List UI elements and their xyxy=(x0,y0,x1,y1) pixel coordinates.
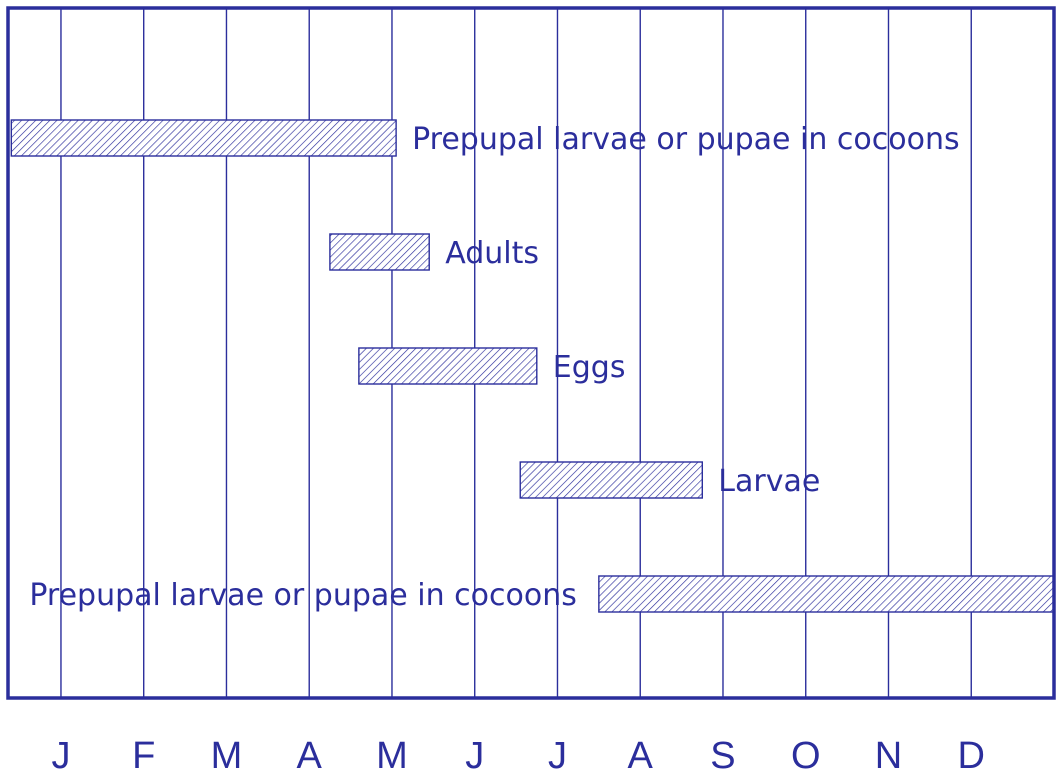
month-label-12: D xyxy=(958,735,985,777)
stage-bar-4 xyxy=(519,461,703,499)
month-label-8: A xyxy=(628,735,654,777)
stage-labels: Prepupal larvae or pupae in cocoons Adult… xyxy=(29,122,959,613)
month-label-1: J xyxy=(51,735,70,777)
month-label-2: F xyxy=(132,735,155,777)
month-label-7: J xyxy=(548,735,567,777)
stage-label-3: Eggs xyxy=(553,350,626,385)
month-label-10: O xyxy=(791,735,821,777)
month-label-11: N xyxy=(875,735,902,777)
stage-label-4: Larvae xyxy=(718,464,820,499)
stage-bar-2 xyxy=(329,233,430,271)
month-label-9: S xyxy=(710,735,735,777)
stage-label-5: Prepupal larvae or pupae in cocoons xyxy=(29,578,577,613)
stage-bar-3 xyxy=(358,347,538,385)
stage-label-2: Adults xyxy=(445,236,539,271)
month-label-5: M xyxy=(376,735,408,777)
stage-bars xyxy=(10,119,1055,613)
month-label-6: J xyxy=(465,735,484,777)
stage-bar-5 xyxy=(598,575,1055,613)
plot-frame xyxy=(6,6,1056,700)
month-label-3: M xyxy=(211,735,243,777)
month-label-4: A xyxy=(297,735,323,777)
stage-bar-1 xyxy=(10,119,397,157)
stage-label-1: Prepupal larvae or pupae in cocoons xyxy=(412,122,960,157)
